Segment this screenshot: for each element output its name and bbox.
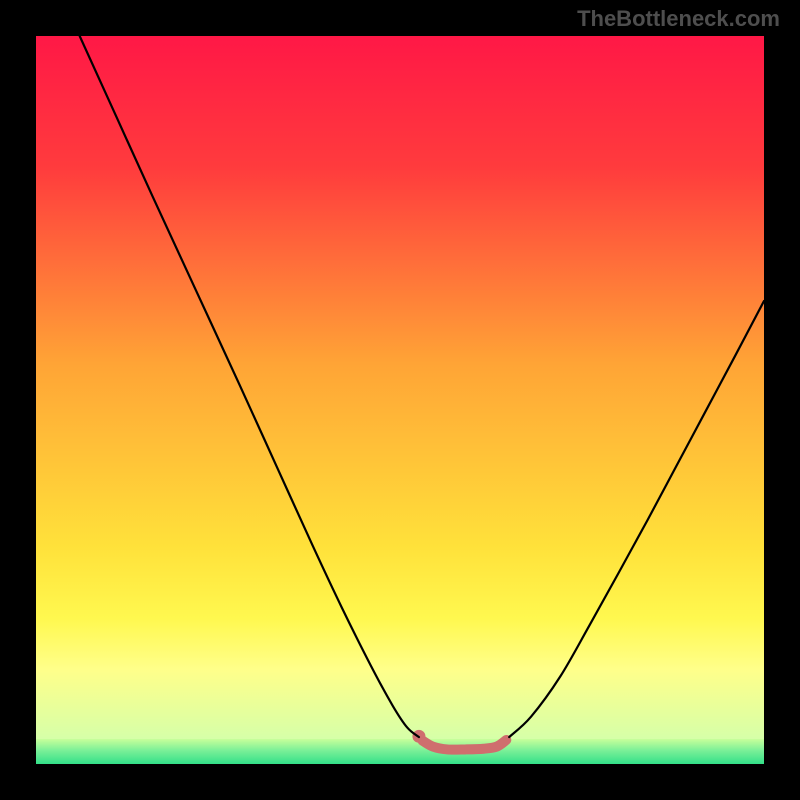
curve-left-branch: [80, 36, 419, 737]
stage: TheBottleneck.com: [0, 0, 800, 800]
bottleneck-chart: [36, 36, 764, 764]
trough-marker-path: [423, 740, 507, 750]
watermark-text: TheBottleneck.com: [577, 6, 780, 32]
curve-right-branch: [509, 301, 764, 737]
chart-curves-svg: [36, 36, 764, 764]
